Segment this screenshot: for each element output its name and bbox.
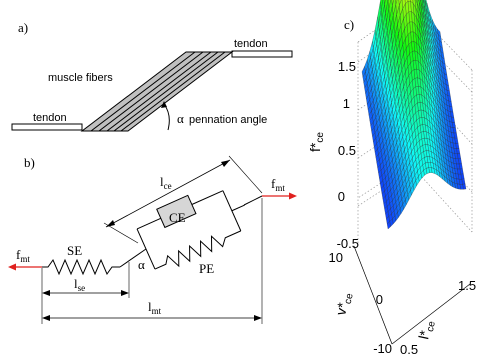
panel-a-label: a) xyxy=(18,20,28,35)
alpha-symbol-a: α xyxy=(177,111,184,126)
lce-label: lce xyxy=(160,174,172,191)
tendon-left-bar xyxy=(11,123,83,131)
fmt-left-label: fmt xyxy=(16,247,30,264)
l-tick-label: 1.5 xyxy=(458,278,476,293)
tendon-left-label: tendon xyxy=(33,112,67,124)
pennation-arc xyxy=(163,103,170,131)
surface-patch xyxy=(459,184,464,190)
fmt-right-label: fmt xyxy=(271,176,285,193)
z-tick-label: 0.5 xyxy=(338,143,356,158)
lmt-dimension xyxy=(42,198,263,324)
fmt-left-arrowhead xyxy=(8,263,16,271)
v-tick-label: 10 xyxy=(329,250,343,265)
tendon-right-label: tendon xyxy=(234,38,268,50)
panel-c-label: c) xyxy=(344,17,354,32)
panel-a: a) tendon tendon muscle fibers α pennati… xyxy=(11,20,293,132)
panel-b-label: b) xyxy=(24,155,35,170)
alpha-symbol-b: α xyxy=(138,257,145,272)
lce-dimension xyxy=(103,155,263,244)
tendon-right-bar xyxy=(231,50,293,58)
v-ticks: 10 0 -10 xyxy=(329,250,392,356)
z-tick-label: -0.5 xyxy=(337,236,359,251)
pe-spring xyxy=(154,230,242,270)
muscle-fibers-label: muscle fibers xyxy=(48,72,113,84)
lse-label: lse xyxy=(74,276,85,293)
lse-dimension xyxy=(41,262,130,324)
z-tick-label: 1.5 xyxy=(338,59,356,74)
se-to-ce-link xyxy=(119,248,147,268)
surface-patch xyxy=(386,221,391,230)
v-tick-label: -10 xyxy=(373,341,392,356)
muscle-body xyxy=(80,51,234,132)
se-label: SE xyxy=(67,243,82,258)
lmt-label: lmt xyxy=(148,299,162,316)
muscle-fiber-lines xyxy=(90,51,226,132)
fmt-right-arrowhead xyxy=(289,192,297,200)
panel-b: b) fmt SE α CE PE xyxy=(8,155,297,324)
z-tick-label: 0 xyxy=(338,189,345,204)
z-ticks: 1.5 1 0.5 0 -0.5 xyxy=(337,59,359,251)
z-axis-label: f*ce xyxy=(307,132,326,152)
l-tick-label: 0.5 xyxy=(400,342,418,357)
v-axis-label: v*ce xyxy=(332,290,355,317)
l-axis-label: l*ce xyxy=(415,318,438,341)
v-tick-label: 0 xyxy=(376,292,383,307)
ce-to-anchor-link xyxy=(243,195,263,206)
plot-axes xyxy=(353,245,471,345)
se-spring xyxy=(42,258,120,276)
ce-box xyxy=(156,194,197,229)
l-ticks: 0.5 1.5 xyxy=(400,278,476,357)
force-surface xyxy=(361,0,467,230)
panel-c: c) f*ce 1.5 1 0.5 0 -0.5 xyxy=(307,0,476,357)
pe-label: PE xyxy=(199,261,214,276)
ce-pe-block xyxy=(136,190,245,270)
ce-label: CE xyxy=(169,210,186,225)
z-tick-label: 1 xyxy=(343,96,350,111)
pennation-angle-label: pennation angle xyxy=(189,114,267,126)
pennation-arrowhead xyxy=(161,101,167,108)
